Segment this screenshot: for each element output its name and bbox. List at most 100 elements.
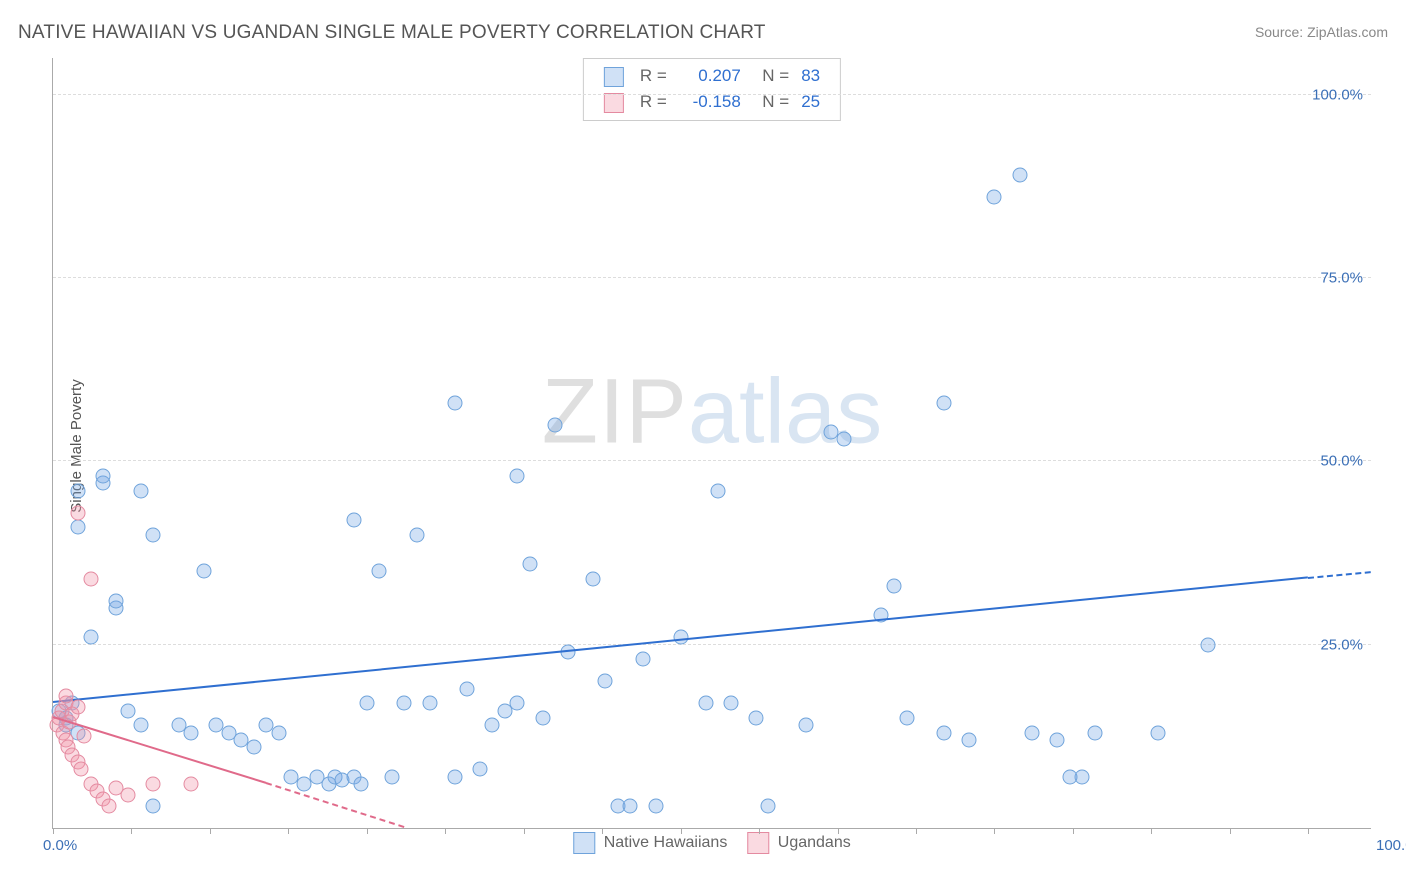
- legend-swatch: [573, 832, 595, 854]
- legend-label: Native Hawaiians: [604, 834, 728, 851]
- x-tick: [681, 828, 682, 834]
- x-tick: [210, 828, 211, 834]
- data-point: [96, 469, 111, 484]
- source-attribution: Source: ZipAtlas.com: [1255, 24, 1388, 40]
- legend-row: R =0.207 N =83: [598, 63, 826, 89]
- data-point: [485, 718, 500, 733]
- data-point: [535, 711, 550, 726]
- legend-r-value: 0.207: [673, 63, 747, 89]
- watermark-zip: ZIP: [542, 361, 688, 463]
- data-point: [472, 762, 487, 777]
- x-tick: [445, 828, 446, 834]
- gridline: [53, 94, 1371, 95]
- series-legend: Native Hawaiians Ugandans: [563, 832, 860, 854]
- y-tick-label: 25.0%: [1320, 636, 1363, 653]
- x-tick: [838, 828, 839, 834]
- data-point: [623, 799, 638, 814]
- data-point: [761, 799, 776, 814]
- data-point: [184, 725, 199, 740]
- trend-line-dash: [1308, 571, 1371, 579]
- data-point: [73, 762, 88, 777]
- data-point: [937, 395, 952, 410]
- data-point: [384, 769, 399, 784]
- data-point: [83, 630, 98, 645]
- gridline: [53, 644, 1371, 645]
- data-point: [460, 681, 475, 696]
- data-point: [77, 729, 92, 744]
- data-point: [133, 483, 148, 498]
- data-point: [353, 777, 368, 792]
- data-point: [899, 711, 914, 726]
- data-point: [108, 593, 123, 608]
- data-point: [71, 520, 86, 535]
- x-tick: [759, 828, 760, 834]
- x-tick: [288, 828, 289, 834]
- x-axis-origin-label: 0.0%: [43, 837, 77, 854]
- data-point: [271, 725, 286, 740]
- data-point: [146, 777, 161, 792]
- data-point: [121, 788, 136, 803]
- data-point: [711, 483, 726, 498]
- trend-line-dash: [266, 782, 405, 828]
- x-tick: [994, 828, 995, 834]
- data-point: [548, 417, 563, 432]
- legend-swatch: [604, 93, 624, 113]
- data-point: [121, 703, 136, 718]
- x-tick: [1073, 828, 1074, 834]
- x-tick: [131, 828, 132, 834]
- legend-label: Ugandans: [778, 834, 851, 851]
- legend-item: Ugandans: [747, 834, 850, 851]
- legend-swatch: [747, 832, 769, 854]
- data-point: [447, 769, 462, 784]
- data-point: [1012, 168, 1027, 183]
- scatter-chart: ZIPatlas R =0.207 N =83R =-0.158 N =25 N…: [52, 58, 1371, 829]
- x-tick: [602, 828, 603, 834]
- data-point: [83, 571, 98, 586]
- data-point: [196, 564, 211, 579]
- data-point: [422, 696, 437, 711]
- data-point: [648, 799, 663, 814]
- y-tick-label: 50.0%: [1320, 453, 1363, 470]
- data-point: [347, 513, 362, 528]
- data-point: [146, 799, 161, 814]
- legend-r-label: R =: [634, 63, 673, 89]
- y-tick-label: 75.0%: [1320, 270, 1363, 287]
- data-point: [359, 696, 374, 711]
- data-point: [372, 564, 387, 579]
- data-point: [71, 483, 86, 498]
- y-tick-label: 100.0%: [1312, 86, 1363, 103]
- data-point: [522, 557, 537, 572]
- data-point: [585, 571, 600, 586]
- data-point: [598, 674, 613, 689]
- legend-item: Native Hawaiians: [573, 834, 727, 851]
- x-tick: [916, 828, 917, 834]
- data-point: [447, 395, 462, 410]
- legend-n-value: 83: [795, 63, 826, 89]
- gridline: [53, 460, 1371, 461]
- data-point: [71, 505, 86, 520]
- data-point: [987, 190, 1002, 205]
- data-point: [748, 711, 763, 726]
- data-point: [146, 527, 161, 542]
- data-point: [1050, 733, 1065, 748]
- data-point: [246, 740, 261, 755]
- x-tick: [53, 828, 54, 834]
- data-point: [71, 700, 86, 715]
- data-point: [1087, 725, 1102, 740]
- data-point: [887, 579, 902, 594]
- chart-title: NATIVE HAWAIIAN VS UGANDAN SINGLE MALE P…: [18, 22, 766, 44]
- x-tick: [1308, 828, 1309, 834]
- data-point: [58, 689, 73, 704]
- data-point: [1025, 725, 1040, 740]
- data-point: [962, 733, 977, 748]
- data-point: [1062, 769, 1077, 784]
- data-point: [184, 777, 199, 792]
- data-point: [937, 725, 952, 740]
- watermark: ZIPatlas: [542, 360, 882, 465]
- x-tick: [524, 828, 525, 834]
- data-point: [1150, 725, 1165, 740]
- legend-n-label: N =: [747, 63, 795, 89]
- x-tick: [1151, 828, 1152, 834]
- data-point: [723, 696, 738, 711]
- data-point: [510, 696, 525, 711]
